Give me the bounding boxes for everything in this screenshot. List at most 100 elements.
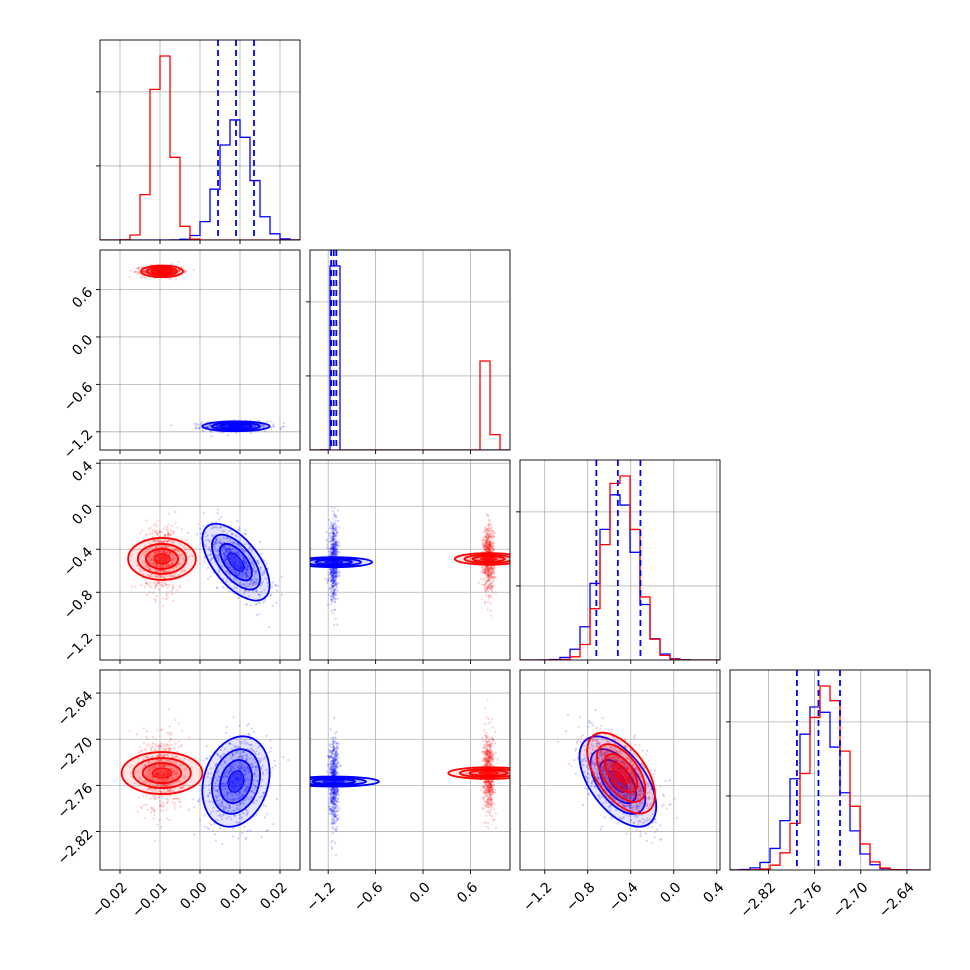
- sample-point: [236, 768, 239, 771]
- sample-point: [171, 586, 175, 589]
- sample-point: [487, 530, 490, 533]
- sample-point: [217, 803, 220, 806]
- sample-point: [331, 583, 334, 586]
- sample-point: [183, 545, 186, 549]
- sample-point: [484, 534, 487, 538]
- sample-point: [230, 550, 233, 553]
- sample-point: [333, 551, 336, 554]
- sample-point: [483, 569, 486, 572]
- sample-point: [331, 535, 334, 538]
- sample-point: [177, 269, 180, 273]
- sample-point: [149, 573, 152, 576]
- sample-point: [487, 549, 490, 553]
- sample-point: [153, 748, 157, 752]
- sample-point: [177, 268, 181, 272]
- sample-point: [256, 561, 260, 564]
- sample-point: [488, 594, 491, 597]
- sample-point: [334, 540, 337, 544]
- sample-point: [161, 604, 164, 607]
- sample-point: [334, 554, 338, 557]
- sample-point: [211, 829, 215, 832]
- sample-point: [214, 839, 217, 842]
- sample-point: [162, 753, 165, 756]
- sample-point: [215, 752, 218, 755]
- sample-point: [158, 550, 161, 553]
- sample-point: [229, 767, 233, 770]
- sample-point: [140, 276, 143, 280]
- sample-point: [214, 796, 218, 799]
- sample-point: [335, 572, 338, 575]
- sample-point: [333, 574, 336, 578]
- sample-point: [164, 533, 167, 537]
- sample-point: [214, 553, 217, 556]
- sample-point: [491, 577, 494, 580]
- sample-point: [129, 269, 132, 272]
- sample-point: [181, 763, 184, 766]
- sample-point: [255, 577, 258, 580]
- histogram-series-0: [310, 265, 510, 450]
- sample-point: [223, 760, 226, 763]
- sample-point: [254, 603, 258, 606]
- sample-point: [491, 533, 495, 536]
- sample-point: [157, 569, 160, 572]
- sample-point: [260, 572, 263, 575]
- sample-point: [161, 747, 164, 750]
- sample-point: [240, 767, 243, 770]
- sample-point: [333, 553, 336, 556]
- sample-point: [332, 552, 335, 555]
- sample-point: [491, 585, 494, 589]
- sample-point: [332, 537, 335, 540]
- sample-point: [485, 539, 489, 542]
- sample-point: [215, 425, 219, 428]
- sample-point: [333, 532, 336, 535]
- sample-point: [486, 545, 489, 548]
- sample-point: [329, 552, 333, 555]
- sample-point: [166, 530, 170, 534]
- sample-point: [221, 785, 224, 788]
- sample-point: [483, 548, 487, 551]
- sample-point: [246, 766, 249, 770]
- sample-point: [251, 765, 255, 768]
- sample-point: [335, 529, 338, 532]
- sample-point: [172, 585, 175, 588]
- sample-point: [164, 598, 167, 601]
- sample-point: [167, 270, 170, 273]
- sample-point: [231, 797, 235, 800]
- sample-point: [168, 564, 171, 568]
- sample-point: [332, 548, 335, 551]
- sample-point: [332, 524, 335, 527]
- sample-point: [331, 584, 335, 587]
- sample-point: [269, 750, 272, 753]
- sample-point: [195, 427, 198, 430]
- sample-point: [484, 548, 487, 552]
- sample-point: [330, 581, 334, 585]
- sample-point: [231, 548, 234, 551]
- sample-point: [243, 550, 246, 553]
- sample-point: [208, 424, 211, 427]
- sample-point: [255, 780, 259, 783]
- sample-point: [337, 571, 341, 574]
- sample-point: [229, 764, 232, 768]
- sample-point: [254, 784, 257, 787]
- sample-point: [271, 581, 274, 584]
- sample-point: [330, 609, 333, 612]
- sample-point: [334, 583, 337, 586]
- sample-point: [247, 564, 250, 568]
- sample-point: [492, 544, 495, 547]
- sample-point: [232, 799, 235, 802]
- sample-point: [241, 754, 244, 757]
- sample-point: [149, 568, 152, 571]
- sample-point: [227, 797, 230, 800]
- sample-point: [244, 773, 247, 777]
- sample-point: [332, 612, 335, 615]
- sample-point: [171, 541, 174, 544]
- sample-point: [222, 813, 225, 816]
- sample-point: [486, 548, 489, 551]
- sample-point: [153, 270, 156, 273]
- sample-point: [155, 595, 158, 598]
- sample-point: [177, 550, 180, 553]
- sample-point: [174, 760, 177, 763]
- sample-point: [489, 543, 492, 546]
- contour-level-3-series-0: [227, 770, 245, 793]
- sample-point: [330, 567, 334, 570]
